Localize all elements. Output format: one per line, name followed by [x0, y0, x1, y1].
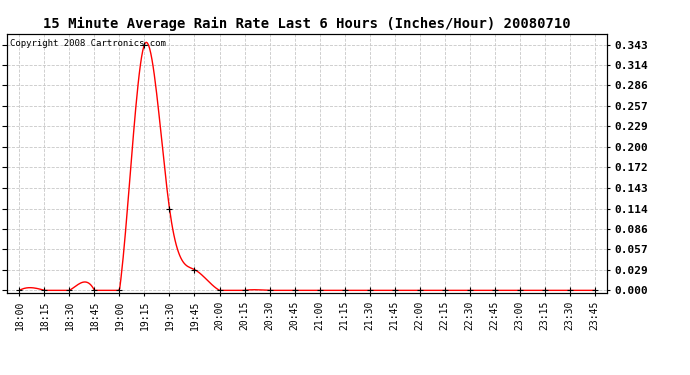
- Title: 15 Minute Average Rain Rate Last 6 Hours (Inches/Hour) 20080710: 15 Minute Average Rain Rate Last 6 Hours…: [43, 17, 571, 31]
- Text: Copyright 2008 Cartronics.com: Copyright 2008 Cartronics.com: [10, 39, 166, 48]
